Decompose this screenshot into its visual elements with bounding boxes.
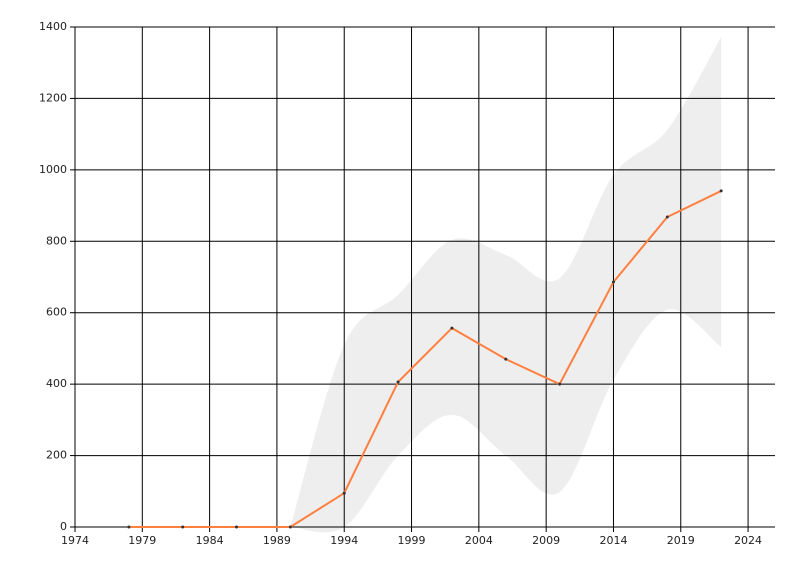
x-tick-label: 2009	[532, 534, 560, 547]
y-tick-label: 1200	[39, 91, 67, 104]
y-tick-label: 600	[46, 306, 67, 319]
x-tick-label: 2004	[465, 534, 493, 547]
point	[127, 525, 131, 529]
x-tick-label: 1984	[196, 534, 224, 547]
line	[128, 190, 722, 528]
x-tick-label: 1974	[61, 534, 89, 547]
confidence-band	[290, 37, 722, 533]
x-tick-label: 1979	[128, 534, 156, 547]
y-tick-label: 1400	[39, 20, 67, 33]
x-tick-label: 2019	[667, 534, 695, 547]
y-tick-label: 0	[60, 520, 67, 533]
y-tick-label: 1000	[39, 163, 67, 176]
x-tick-label: 2014	[599, 534, 627, 547]
point	[396, 380, 400, 384]
x-tick-label: 1999	[398, 534, 426, 547]
point	[450, 326, 454, 330]
x-tick-label: 1989	[263, 534, 291, 547]
y-tick-label: 200	[46, 449, 67, 462]
point	[342, 491, 346, 495]
point	[719, 189, 723, 193]
point	[288, 525, 292, 529]
point	[665, 215, 669, 219]
point	[504, 357, 508, 361]
point	[235, 525, 239, 529]
y-tick-label: 800	[46, 234, 67, 247]
point	[181, 525, 185, 529]
x-tick-label: 1994	[330, 534, 358, 547]
x-tick-label: 2024	[734, 534, 762, 547]
point	[611, 280, 615, 284]
point	[558, 382, 562, 386]
y-tick-label: 400	[46, 377, 67, 390]
